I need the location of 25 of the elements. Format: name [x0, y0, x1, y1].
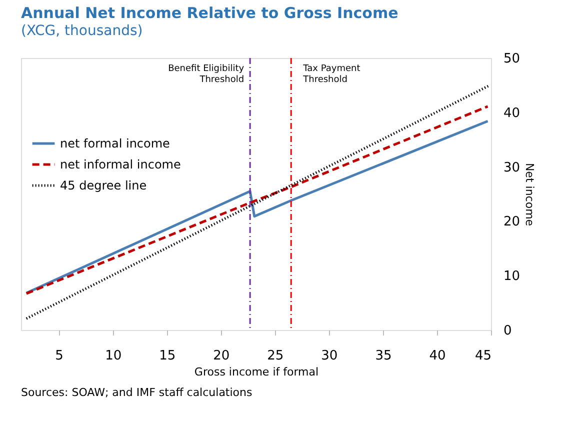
x-axis-title: Gross income if formal	[194, 366, 319, 378]
y-tick-label: 30	[504, 160, 520, 176]
x-tick-label: 20	[213, 348, 230, 364]
legend-label: net formal income	[60, 136, 170, 150]
y-tick-label: 20	[504, 214, 520, 230]
x-tick-label: 45	[474, 348, 492, 364]
ref-line-label: Benefit Eligibility Threshold	[168, 64, 245, 85]
x-tick-label: 5	[55, 348, 64, 364]
x-tick-label: 40	[429, 348, 446, 364]
y-tick-label: 50	[504, 52, 520, 66]
source-note: Sources: SOAW; and IMF staff calculations	[21, 386, 253, 399]
x-tick-label: 25	[267, 348, 284, 364]
y-tick-label: 40	[504, 106, 520, 121]
legend-label: net informal income	[60, 158, 181, 172]
legend-label: 45 degree line	[60, 178, 147, 192]
x-tick-label: 30	[321, 348, 338, 364]
y-tick-label: 0	[504, 324, 512, 338]
chart-title: Annual Net Income Relative to Gross Income	[21, 4, 398, 22]
y-axis-title: Net income	[523, 162, 536, 226]
x-tick-label: 10	[105, 348, 122, 364]
chart-subtitle: (XCG, thousands)	[21, 23, 143, 39]
x-tick-label: 15	[159, 348, 176, 364]
ref-line-label: Tax Payment Threshold	[302, 64, 361, 85]
x-tick-label: 35	[375, 348, 392, 364]
y-tick-label: 10	[504, 269, 520, 284]
